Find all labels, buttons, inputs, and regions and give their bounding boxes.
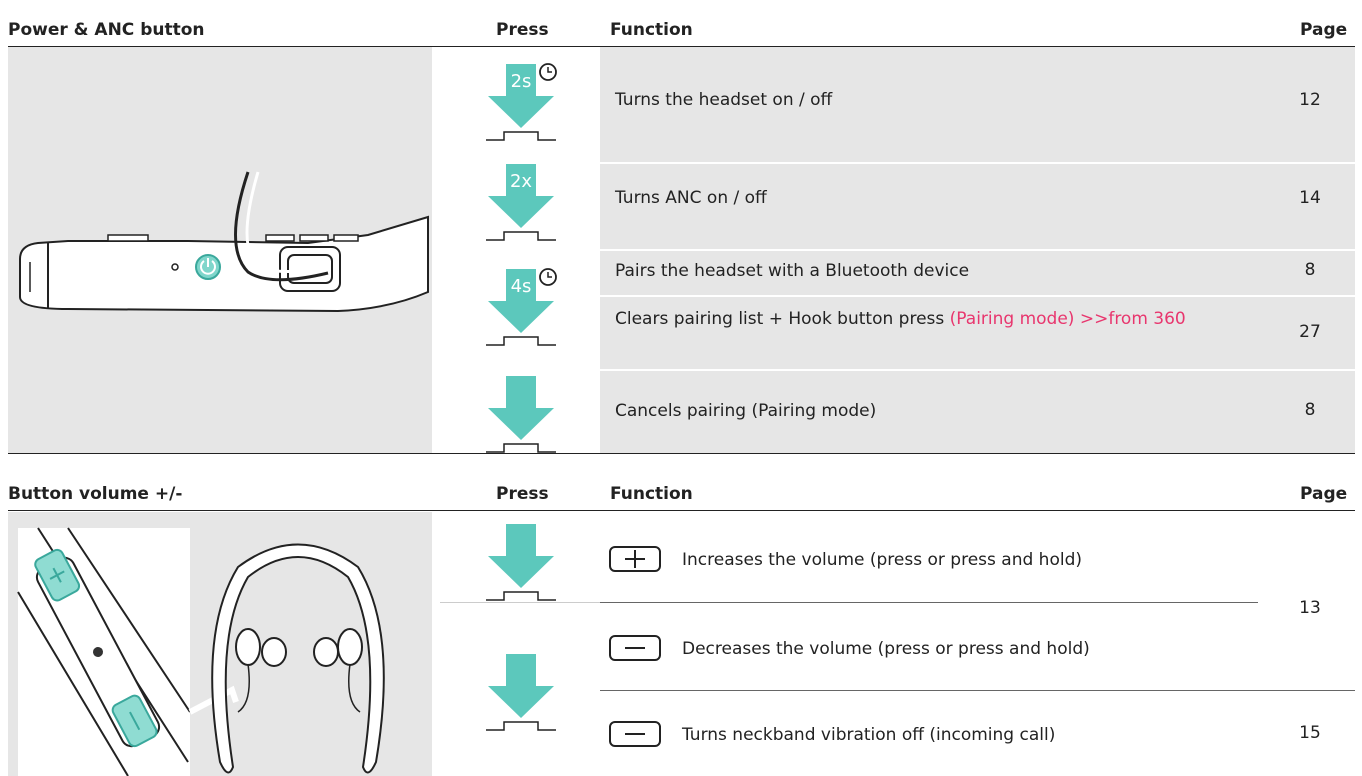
press-label: 2s bbox=[511, 71, 532, 92]
arrow-shaft bbox=[506, 269, 536, 303]
arrow-shaft bbox=[506, 164, 536, 198]
function-text: Cancels pairing (Pairing mode) bbox=[615, 401, 877, 421]
row-separator bbox=[440, 249, 1355, 251]
button-outline bbox=[486, 131, 556, 141]
column-header: Page bbox=[1300, 484, 1348, 504]
clock-hands bbox=[547, 67, 552, 73]
arrow-head bbox=[488, 96, 554, 128]
arrow-head bbox=[488, 196, 554, 228]
function-text: Pairs the headset with a Bluetooth devic… bbox=[615, 261, 970, 281]
function-note: (Pairing mode) >>from 360 bbox=[949, 309, 1186, 329]
column-header: Press bbox=[496, 20, 549, 40]
press-icon: 2s bbox=[486, 63, 557, 141]
press-icon bbox=[486, 654, 556, 731]
press-icon: 4s bbox=[486, 268, 557, 346]
function-text-main: Clears pairing list + Hook button press bbox=[615, 309, 945, 329]
function-text: Turns neckband vibration off (incoming c… bbox=[682, 725, 1056, 745]
page-number: 27 bbox=[1299, 322, 1321, 342]
arrow-shaft bbox=[506, 64, 536, 98]
power-button-illustration bbox=[19, 171, 429, 313]
row-separator bbox=[600, 690, 1355, 691]
minus-button-icon bbox=[609, 635, 661, 661]
page-number: 13 bbox=[1299, 598, 1321, 618]
button-outline bbox=[486, 231, 556, 241]
arrow-shaft bbox=[506, 376, 536, 410]
volume-illustration bbox=[17, 527, 385, 776]
page-number: 8 bbox=[1304, 260, 1316, 280]
column-header: Function bbox=[610, 20, 693, 40]
row-separator bbox=[440, 162, 1355, 164]
section-rule bbox=[8, 453, 1355, 454]
page-number: 8 bbox=[1304, 400, 1316, 420]
section-title: Button volume +/- bbox=[8, 484, 183, 504]
function-text: Increases the volume (press or press and… bbox=[682, 550, 1082, 570]
page-number: 14 bbox=[1299, 188, 1321, 208]
press-label: 4s bbox=[511, 276, 532, 297]
press-icon: 2x bbox=[486, 164, 556, 241]
button-outline bbox=[486, 591, 556, 601]
arrow-head bbox=[488, 301, 554, 333]
function-text: Turns the headset on / off bbox=[615, 90, 833, 110]
row-separator bbox=[440, 369, 1355, 371]
press-label: 2x bbox=[510, 171, 532, 192]
arrow-shaft bbox=[506, 654, 536, 688]
column-header: Press bbox=[496, 484, 549, 504]
clock-hands bbox=[547, 272, 552, 278]
column-header: Function bbox=[610, 484, 693, 504]
header-rule bbox=[8, 510, 1355, 511]
page-number: 12 bbox=[1299, 90, 1321, 110]
function-text: Turns ANC on / off bbox=[615, 188, 767, 208]
page-number: 15 bbox=[1299, 723, 1321, 743]
arrow-shaft bbox=[506, 524, 536, 558]
press-icon bbox=[486, 376, 556, 453]
button-outline bbox=[486, 336, 556, 346]
arrow-head bbox=[488, 408, 554, 440]
plus-button-icon bbox=[609, 546, 661, 572]
arrow-head bbox=[488, 686, 554, 718]
header-rule bbox=[8, 46, 1355, 47]
function-text: Decreases the volume (press or press and… bbox=[682, 639, 1090, 659]
column-header: Page bbox=[1300, 20, 1348, 40]
function-text: Clears pairing list + Hook button press … bbox=[615, 307, 1215, 331]
row-separator bbox=[440, 602, 600, 603]
minus-button-icon bbox=[609, 721, 661, 747]
press-icon bbox=[486, 524, 556, 601]
button-outline bbox=[486, 721, 556, 731]
row-separator bbox=[600, 295, 1355, 297]
arrow-head bbox=[488, 556, 554, 588]
section-title: Power & ANC button bbox=[8, 20, 205, 40]
button-outline bbox=[486, 443, 556, 453]
row-separator bbox=[600, 602, 1258, 603]
